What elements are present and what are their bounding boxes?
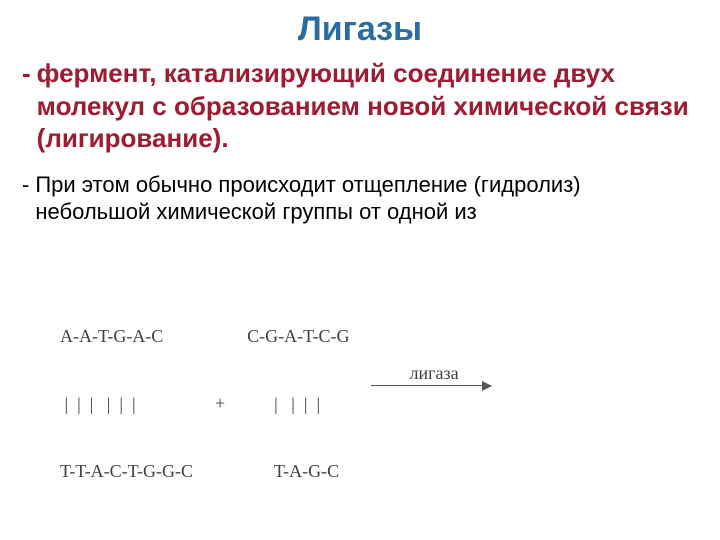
frag1-bot: T-T-A-C-T-G-G-C [60,460,193,483]
frag1-top: A-A-T-G-A-C [60,325,193,348]
plus-sign: + [215,393,225,414]
reaction-row: A-A-T-G-A-C | | | | | | T-T-A-C-T-G-G-C … [60,280,680,528]
note-paragraph: - При этом обычно происходит отщепление … [22,171,698,226]
arrow-box: лигаза [371,385,491,386]
frag1-mid: | | | | | | [60,393,193,416]
definition-text: фермент, катализирующий соединение двух … [37,57,698,155]
dna-fragment-2: C-G-A-T-C-G | | | | T-A-G-C [247,280,349,528]
frag2-mid: | | | | [247,393,349,416]
slide-title: Лигазы [22,10,698,49]
definition-dash: - [22,57,37,90]
ligase-diagram: A-A-T-G-A-C | | | | | | T-T-A-C-T-G-G-C … [60,280,680,540]
dna-fragment-1: A-A-T-G-A-C | | | | | | T-T-A-C-T-G-G-C [60,280,193,528]
arrow-line-icon [371,385,491,386]
definition-paragraph: - фермент, катализирующий соединение дву… [22,57,698,155]
frag2-top: C-G-A-T-C-G [247,325,349,348]
frag2-bot: T-A-G-C [247,460,349,483]
arrow-label: лигаза [409,363,458,384]
note-dash: - [22,171,35,199]
reaction-arrow: лигаза [371,385,491,386]
note-text: При этом обычно происходит отщепление (г… [35,171,698,226]
slide: Лигазы - фермент, катализирующий соедине… [0,0,720,540]
